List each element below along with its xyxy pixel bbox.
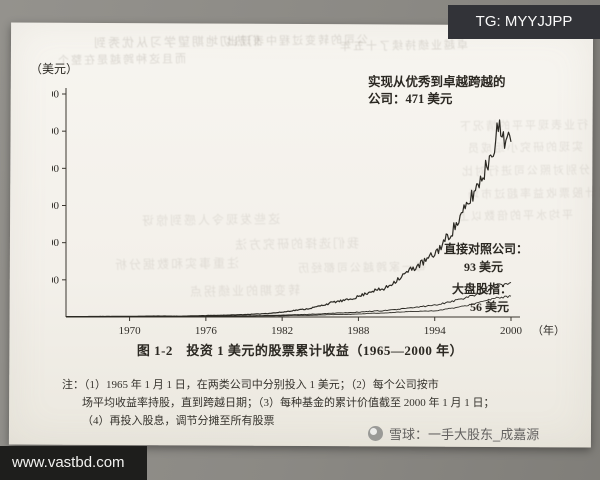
svg-text:1970: 1970 xyxy=(119,325,142,337)
annotation-line-1: 实现从优秀到卓越跨越的 xyxy=(368,75,506,89)
svg-text:100: 100 xyxy=(52,274,60,286)
annotation-line-2: 公司：471 美元 xyxy=(368,92,453,106)
xueqiu-watermark-text: 雪球：一手大股东_成嘉源 xyxy=(389,427,540,442)
svg-text:1988: 1988 xyxy=(347,325,370,337)
market-index-label: 大盘股指： xyxy=(452,282,513,296)
y-axis-unit-label: （美元） xyxy=(30,62,79,76)
svg-text:1994: 1994 xyxy=(424,325,447,337)
tg-watermark-badge: TG: MYYJJPP xyxy=(448,5,600,39)
note-line: （4）再投入股息，调节分摊至所有股票 xyxy=(82,415,275,427)
note-line: 注：（1）1965 年 1 月 1 日，在两类公司中分别投入 1 美元；（2）每… xyxy=(62,379,439,391)
svg-text:500: 500 xyxy=(52,126,60,138)
svg-text:（年）: （年） xyxy=(532,323,565,337)
peak-annotation: 实现从优秀到卓越跨越的 公司：471 美元 xyxy=(368,74,506,108)
svg-text:300: 300 xyxy=(52,200,60,212)
comparison-company-label: 直接对照公司： xyxy=(444,242,529,256)
site-watermark-badge: www.vastbd.com xyxy=(0,446,147,480)
svg-text:400: 400 xyxy=(52,163,60,175)
figure-caption: 图 1-2 投资 1 美元的股票累计收益（1965—2000 年） xyxy=(136,343,464,358)
note-line: 场平均收益率持股，直到跨越日期；（3）每种基金的累计价值截至 2000 年 1 … xyxy=(82,397,495,409)
snowball-icon xyxy=(368,426,383,441)
svg-text:600: 600 xyxy=(52,89,60,101)
market-index-value: 56 美元 xyxy=(470,300,510,314)
comparison-company-value: 93 美元 xyxy=(464,260,504,274)
xueqiu-watermark: 雪球：一手大股东_成嘉源 xyxy=(368,424,539,443)
svg-text:200: 200 xyxy=(52,237,60,249)
cumulative-return-chart: 100 200 300 400 500 600 1970 1976 1982 1988 1994 20… xyxy=(52,88,565,337)
svg-text:1982: 1982 xyxy=(271,325,293,337)
svg-text:2000: 2000 xyxy=(500,325,523,337)
svg-text:1976: 1976 xyxy=(195,325,218,337)
figure-notes: 注：（1）1965 年 1 月 1 日，在两类公司中分别投入 1 美元；（2）每… xyxy=(62,376,556,430)
